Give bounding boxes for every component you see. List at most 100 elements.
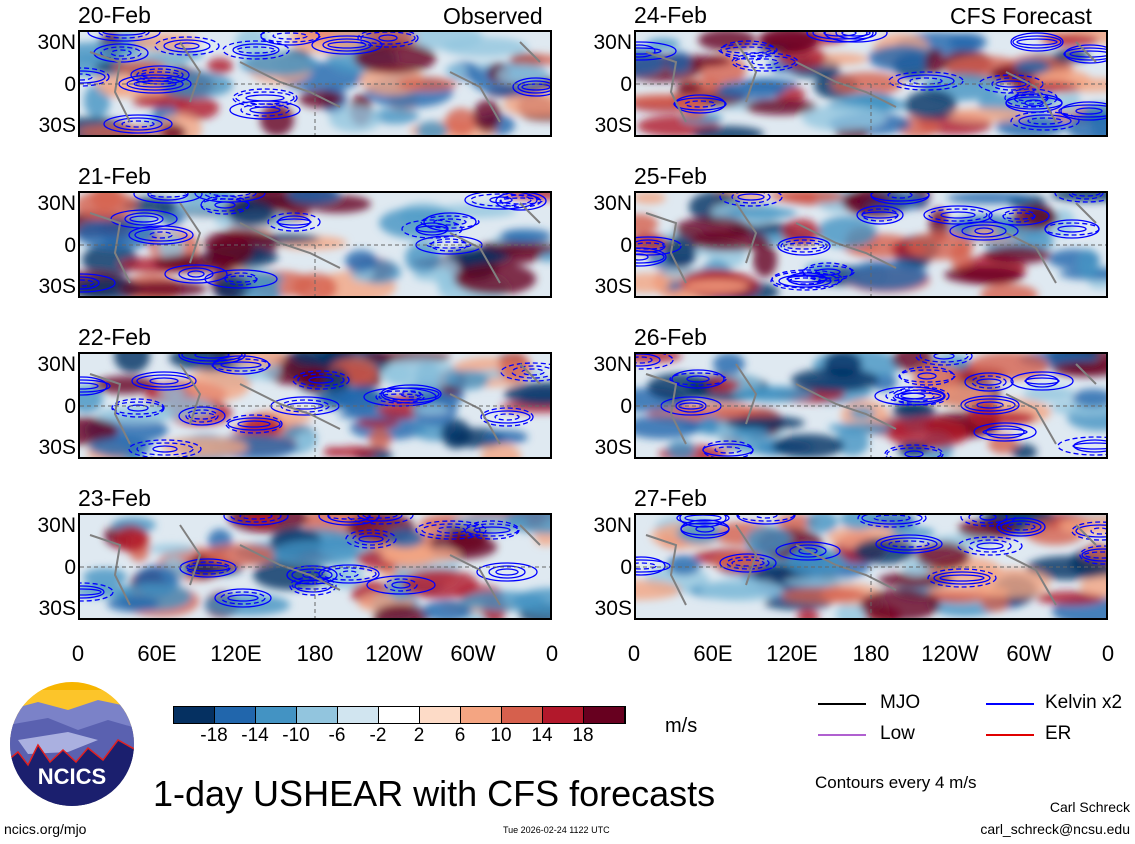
contour-line [751, 58, 779, 66]
contour-line [964, 398, 1016, 412]
lon-label: 0 [627, 641, 641, 666]
figure-title: 1-day USHEAR with CFS forecasts [153, 773, 716, 814]
contour-line [112, 401, 164, 415]
contour-line [636, 354, 674, 370]
shear-anomaly-blob [509, 54, 550, 66]
shear-anomaly-blob [636, 580, 681, 600]
shear-anomaly-blob [946, 108, 1028, 122]
contour-line [232, 43, 280, 57]
contour-line [322, 38, 372, 52]
shear-anomaly-blob [1066, 112, 1106, 135]
contour-line [680, 519, 730, 539]
contour-line [102, 32, 146, 36]
lon-label: 60E [137, 641, 177, 666]
shear-anomaly-blob [345, 250, 377, 272]
legend-er: ER [1045, 723, 1072, 744]
logo-text: NCICS [38, 764, 106, 789]
shear-anomaly-blob [186, 369, 250, 401]
shear-anomaly-blob [240, 52, 318, 76]
shear-anomaly-blob [772, 434, 844, 457]
contour-line [1025, 374, 1059, 388]
contour-line [824, 32, 888, 43]
shear-anomaly-blob [371, 108, 419, 124]
contour-line [679, 515, 727, 528]
contour-line [960, 395, 1020, 415]
shear-anomaly-blob [713, 354, 745, 375]
shear-anomaly-blob [887, 417, 969, 449]
shear-anomaly-blob [386, 528, 424, 548]
shear-anomaly-blob [505, 515, 550, 534]
contour-line [783, 242, 825, 250]
contour-line [357, 515, 403, 522]
contour-line [276, 218, 312, 226]
contour-line [1000, 520, 1042, 534]
contour-line [823, 32, 857, 37]
shear-anomaly-blob [114, 526, 148, 552]
shear-anomaly-blob [114, 354, 150, 373]
contour-line [636, 559, 671, 573]
contour-line [80, 588, 102, 596]
shear-anomaly-blob [802, 105, 886, 131]
contour-line [636, 47, 662, 55]
coastline [89, 202, 541, 284]
contour-line [495, 568, 519, 576]
contour-line [731, 559, 765, 567]
contour-line [917, 372, 937, 380]
lat-label: 0 [620, 73, 632, 96]
contour-line [636, 41, 677, 61]
contour-line [128, 439, 202, 457]
contour-line [321, 567, 377, 581]
shear-anomaly-blob [860, 589, 940, 618]
contour-line [111, 398, 165, 418]
contour-line [267, 212, 321, 232]
contour-line [512, 77, 550, 97]
contour-line [636, 242, 665, 250]
contour-line [224, 272, 258, 286]
contour-line [128, 225, 194, 245]
contour-line [1054, 193, 1106, 203]
shear-anomaly-blob [260, 104, 294, 135]
lat-label: 30S [594, 114, 632, 137]
contour-line [686, 375, 710, 383]
contour-line [426, 241, 472, 249]
contour-line [812, 32, 868, 40]
contour-line [754, 515, 778, 519]
shear-anomaly-blob [369, 428, 391, 450]
contour-line [874, 386, 946, 406]
contour-line [240, 103, 290, 117]
coastline [645, 524, 1097, 606]
contour-line [787, 272, 827, 286]
panel-date: 25-Feb [634, 163, 707, 189]
colorbar-swatch [256, 707, 297, 723]
map-panel [634, 513, 1108, 620]
contour-line [277, 215, 311, 229]
shear-anomaly-blob [906, 232, 974, 260]
contour-line [500, 194, 542, 208]
contour-line [272, 32, 308, 40]
map-panel [78, 352, 552, 459]
contour-line [888, 540, 930, 548]
contour-line [352, 532, 390, 546]
shear-anomaly-blob [667, 555, 701, 575]
lat-label: 30S [38, 114, 76, 137]
shear-anomaly-blob [835, 428, 869, 456]
shear-anomaly-blob [733, 388, 797, 400]
shear-anomaly-blob [844, 261, 928, 291]
contour-line [473, 526, 511, 534]
contour-line [214, 588, 272, 608]
colorbar-label: 14 [531, 725, 553, 746]
contour-line [113, 117, 163, 131]
map-panel [634, 30, 1108, 137]
shear-anomaly-blob [1023, 386, 1075, 402]
contour-line [186, 564, 230, 572]
site-link[interactable]: ncics.org/mjo [4, 821, 87, 837]
ncics-logo: NCICS [10, 682, 134, 806]
lon-label: 180 [296, 641, 334, 666]
contour-line [927, 568, 997, 588]
contour-line [181, 354, 243, 362]
lat-label: 30N [37, 514, 76, 537]
contour-line [1024, 377, 1060, 385]
lat-label: 30N [37, 31, 76, 54]
shear-anomaly-blob [503, 93, 550, 117]
legend-mjo: MJO [880, 692, 921, 713]
